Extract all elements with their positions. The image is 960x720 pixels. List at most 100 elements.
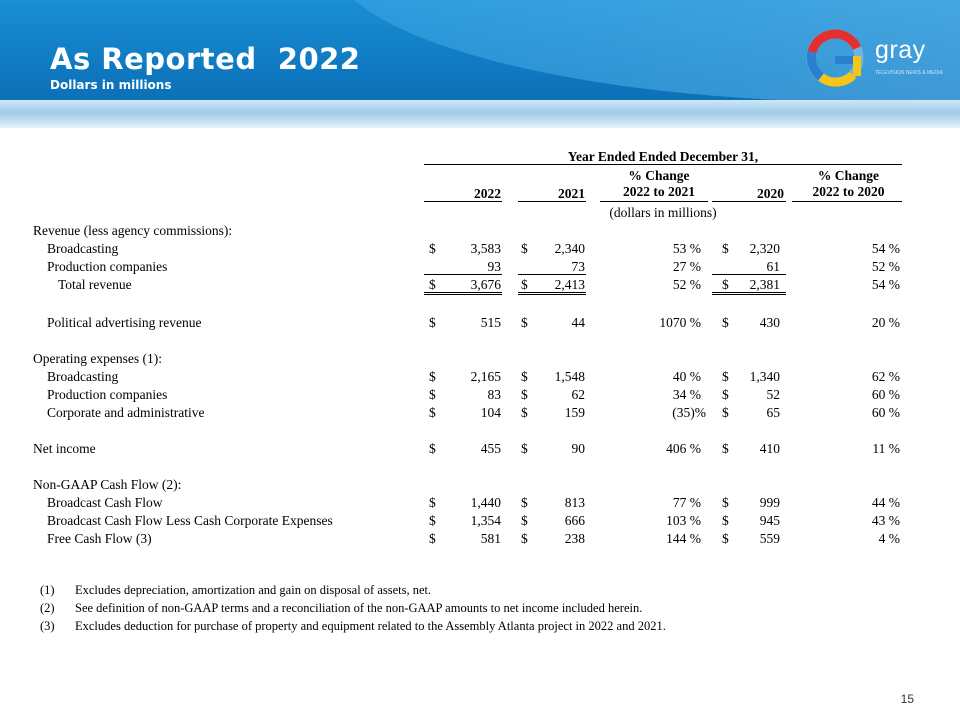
col-header-2020: 2020: [757, 186, 784, 201]
cell-2022: 83: [487, 387, 502, 402]
footnote-number: (2): [40, 601, 55, 615]
header-banner: [0, 0, 960, 128]
cell-2022: 93: [487, 259, 502, 274]
row-label-total: Total revenue: [58, 277, 132, 292]
header-underline-2022: [424, 201, 502, 202]
currency-sign: $: [521, 441, 528, 456]
units-note: (dollars in millions): [609, 205, 717, 220]
row-label: Political advertising revenue: [47, 315, 202, 330]
row-label-net-income: Net income: [33, 441, 96, 456]
currency-sign: $: [429, 369, 436, 384]
cell-2020: 945: [759, 513, 780, 528]
cell-2020: 430: [759, 315, 780, 330]
currency-sign: $: [429, 441, 436, 456]
cell-pct1: 1070 %: [659, 315, 701, 330]
pct1-header-line2: 2022 to 2021: [623, 184, 695, 199]
currency-sign: $: [722, 241, 729, 256]
currency-sign: $: [521, 387, 528, 402]
cell-2020: 61: [766, 259, 781, 274]
cell-2022: 104: [480, 405, 501, 420]
cell-2021: 813: [564, 495, 585, 510]
cell-pct2: 4 %: [878, 531, 900, 546]
footnote-text: Excludes deduction for purchase of prope…: [75, 619, 666, 633]
cell-2021: 73: [571, 259, 586, 274]
cell-2020: 410: [759, 441, 780, 456]
header-underline-pct2: [792, 201, 902, 202]
row-label: Broadcast Cash Flow: [47, 495, 163, 510]
currency-sign: $: [722, 495, 729, 510]
banner-lip: [0, 100, 960, 128]
currency-sign: $: [429, 277, 436, 292]
cell-2021: 159: [564, 405, 585, 420]
pct2-header-line1: % Change: [817, 168, 880, 183]
cell-pct2: 60 %: [871, 405, 900, 420]
currency-sign: $: [722, 369, 729, 384]
footnote-text: Excludes depreciation, amortization and …: [75, 583, 432, 597]
col-header-2021: 2021: [558, 186, 585, 201]
footnote-number: (3): [40, 619, 55, 633]
cell-2021: 666: [564, 513, 585, 528]
cell-2021: 62: [571, 387, 586, 402]
total-rule-2021-a: [518, 292, 586, 293]
currency-sign: $: [521, 241, 528, 256]
currency-sign: $: [722, 405, 729, 420]
cell-pct2: 62 %: [871, 369, 900, 384]
header-underline-pct1: [600, 201, 708, 202]
cell-pct1: 53 %: [672, 241, 701, 256]
pct1-header-line1: % Change: [628, 168, 690, 183]
cell-2021: 2,340: [554, 241, 585, 256]
subtotal-rule-2021: [518, 274, 586, 275]
currency-sign: $: [429, 531, 436, 546]
currency-sign: $: [521, 315, 528, 330]
cell-2022: 2,165: [470, 369, 501, 384]
cell-2020: 999: [759, 495, 780, 510]
currency-sign: $: [722, 315, 729, 330]
currency-sign: $: [722, 277, 729, 292]
cell-pct1: 144 %: [666, 531, 701, 546]
cell-pct2: 54 %: [871, 277, 900, 292]
total-rule-2022-a: [424, 292, 502, 293]
cell-2020: 1,340: [749, 369, 780, 384]
cell-2020: 2,320: [749, 241, 780, 256]
total-rule-2020-a: [712, 292, 786, 293]
logo-tagline: TELEVISION NEWS & MEDIA: [875, 70, 943, 76]
currency-sign: $: [722, 441, 729, 456]
footnote-number: (1): [40, 583, 55, 597]
cell-pct1: 103 %: [666, 513, 701, 528]
cell-pct1: 52 %: [672, 277, 701, 292]
page-subtitle: Dollars in millions: [50, 78, 172, 92]
cell-2022: 1,440: [470, 495, 501, 510]
currency-sign: $: [521, 531, 528, 546]
cell-pct1: 77 %: [672, 495, 701, 510]
page-number: 15: [900, 692, 914, 706]
cell-2021: 44: [571, 315, 586, 330]
period-underline: [424, 164, 902, 165]
currency-sign: $: [521, 513, 528, 528]
row-label: Free Cash Flow (3): [47, 531, 152, 546]
cell-2020: 65: [766, 405, 781, 420]
currency-sign: $: [521, 369, 528, 384]
cell-pct1: 34 %: [672, 387, 701, 402]
header-underline-2020: [712, 201, 786, 202]
cell-2022: 1,354: [470, 513, 501, 528]
cell-pct1: 406 %: [666, 441, 701, 456]
currency-sign: $: [722, 531, 729, 546]
subtotal-rule-2020: [712, 274, 786, 275]
cell-2022: 3,676: [470, 277, 501, 292]
cell-2020: 559: [759, 531, 780, 546]
currency-sign: $: [521, 277, 528, 292]
row-label: Broadcast Cash Flow Less Cash Corporate …: [47, 513, 333, 528]
cell-pct2: 20 %: [871, 315, 900, 330]
row-label: Production companies: [47, 259, 168, 274]
cell-pct2: 11 %: [872, 441, 900, 456]
currency-sign: $: [429, 495, 436, 510]
cell-pct1: 40 %: [672, 369, 701, 384]
subtotal-rule-2022: [424, 274, 502, 275]
currency-sign: $: [429, 513, 436, 528]
cell-pct2: 54 %: [871, 241, 900, 256]
row-label: Broadcasting: [47, 241, 119, 256]
section-opex-header: Operating expenses (1):: [33, 351, 162, 366]
cell-2021: 2,413: [554, 277, 585, 292]
logo-wordmark: gray: [875, 36, 926, 64]
